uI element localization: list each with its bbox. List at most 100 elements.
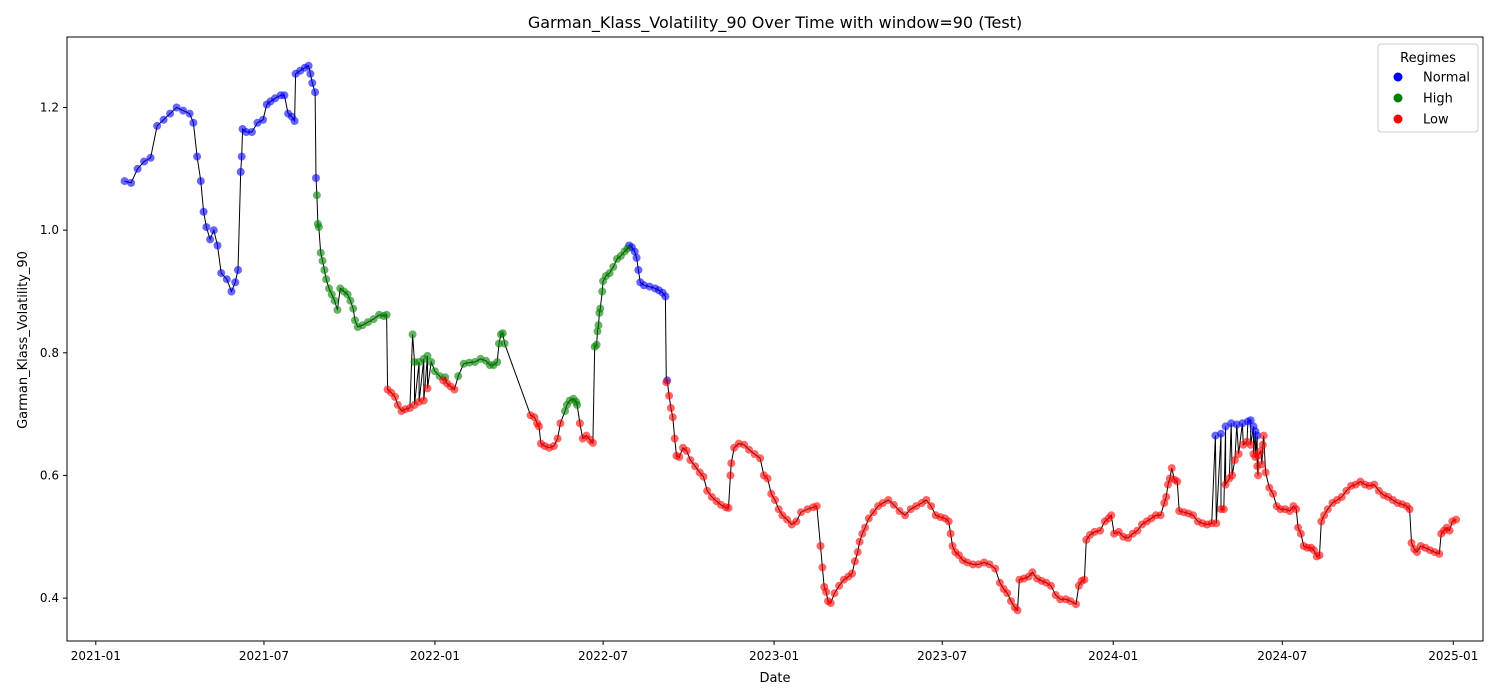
data-point: [242, 128, 251, 136]
data-point: [745, 445, 753, 454]
data-point: [1407, 538, 1416, 547]
data-point: [450, 385, 459, 394]
data-point: [756, 454, 765, 463]
data-point: [792, 517, 801, 526]
data-point: [1445, 526, 1454, 535]
data-point: [592, 340, 601, 349]
data-point: [196, 177, 205, 186]
data-point: [259, 115, 267, 124]
data-point: [848, 569, 857, 578]
data-point: [869, 508, 878, 517]
data-point: [763, 474, 772, 483]
data-point: [1315, 551, 1324, 560]
x-axis-label: Date: [759, 671, 790, 686]
data-point: [1452, 515, 1461, 524]
data-point: [665, 391, 674, 400]
data-point: [179, 106, 188, 115]
data-point: [185, 109, 194, 118]
data-point: [818, 563, 827, 572]
data-point: [767, 489, 776, 498]
data-point: [202, 223, 211, 232]
data-point: [1246, 440, 1255, 449]
data-point: [855, 537, 864, 546]
data-point: [172, 103, 181, 112]
data-point: [312, 191, 321, 200]
data-point: [1320, 511, 1329, 520]
data-point: [1007, 597, 1015, 606]
data-point: [1405, 505, 1414, 514]
data-point: [1096, 526, 1105, 535]
data-point: [454, 372, 463, 381]
series-high: [312, 191, 632, 416]
y-axis-label: Garman_Klass_Volatility_90: [16, 251, 31, 429]
data-point: [1212, 519, 1221, 528]
data-point: [632, 253, 641, 262]
data-point: [724, 503, 733, 512]
x-tick-label: 2021-07: [239, 649, 289, 663]
data-point: [771, 496, 779, 504]
data-point: [750, 450, 759, 458]
x-tick-label: 2021-01: [71, 649, 121, 663]
data-point: [382, 310, 391, 319]
data-point: [666, 404, 675, 412]
data-point: [234, 266, 242, 274]
data-point: [1337, 492, 1346, 501]
data-point: [991, 564, 1000, 573]
x-tick-label: 2023-07: [917, 649, 967, 663]
data-point: [419, 396, 428, 405]
data-point: [556, 419, 565, 428]
data-point: [858, 529, 867, 538]
data-point: [316, 248, 325, 257]
data-point: [1156, 511, 1165, 520]
data-point: [304, 61, 313, 70]
data-point: [209, 226, 218, 235]
data-point: [561, 407, 569, 416]
data-point: [320, 266, 329, 274]
data-point: [193, 152, 202, 161]
data-point: [237, 152, 246, 161]
data-point: [1317, 517, 1326, 526]
data-point: [146, 153, 155, 162]
data-point: [927, 502, 936, 511]
data-point: [423, 384, 432, 393]
legend-marker: [1393, 114, 1403, 124]
data-point: [670, 434, 679, 443]
data-point: [330, 296, 339, 305]
data-point: [213, 241, 222, 250]
data-point: [247, 128, 256, 136]
data-point: [343, 290, 352, 299]
data-point: [1246, 416, 1255, 425]
y-tick-label: 0.8: [40, 346, 59, 360]
data-point: [1230, 456, 1239, 465]
x-tick-label: 2023-01: [749, 649, 799, 663]
legend-label: Low: [1423, 113, 1449, 128]
data-point: [535, 422, 543, 431]
data-point: [1013, 606, 1022, 615]
data-point: [1080, 575, 1089, 584]
data-point: [1294, 523, 1303, 532]
data-point: [691, 462, 700, 471]
data-point: [575, 419, 584, 428]
data-point: [826, 599, 835, 607]
data-point: [553, 434, 562, 443]
x-tick-label: 2024-01: [1088, 649, 1138, 663]
data-point: [1072, 600, 1080, 609]
data-point: [312, 174, 320, 182]
legend-marker: [1393, 72, 1403, 82]
data-point: [1254, 451, 1263, 460]
data-point: [699, 472, 708, 481]
legend-marker: [1393, 93, 1403, 103]
data-point: [884, 496, 893, 504]
data-point: [1160, 499, 1169, 507]
data-point: [944, 517, 953, 526]
data-point: [530, 413, 539, 422]
x-tick-label: 2022-07: [578, 649, 628, 663]
data-point: [1047, 581, 1055, 590]
y-tick-label: 1.2: [40, 101, 59, 115]
data-point: [311, 88, 320, 97]
data-point: [314, 223, 323, 232]
data-point: [280, 91, 289, 100]
data-point: [1164, 480, 1172, 489]
data-point: [623, 244, 632, 253]
